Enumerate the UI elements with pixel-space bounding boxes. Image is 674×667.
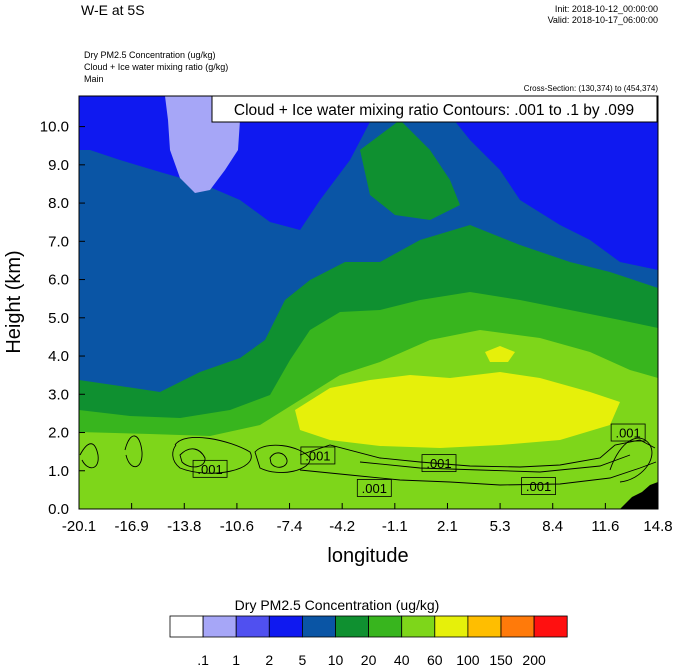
y-tick-label: 1.0 <box>48 463 69 480</box>
y-tick-label: 2.0 <box>48 425 69 442</box>
x-tick-label: -10.6 <box>220 518 254 535</box>
colorbar-swatch <box>301 615 336 638</box>
contour-label: .001 <box>426 456 451 471</box>
colorbar-level-label: .1 <box>197 652 209 667</box>
cross-section-label: Cross-Section: (130,374) to (454,374) <box>523 84 658 93</box>
colorbar-swatch <box>335 615 369 638</box>
fill-lowest-level <box>79 455 658 509</box>
valid-time: Valid: 2018-10-17_06:00:00 <box>547 15 658 25</box>
y-tick-label: 9.0 <box>48 157 69 174</box>
y-tick-label: 7.0 <box>48 233 69 250</box>
contour-label: .001 <box>362 481 387 496</box>
colorbar-swatch <box>202 615 237 638</box>
x-tick-label: 2.1 <box>437 518 458 535</box>
colorbar-level-label: 60 <box>427 652 443 667</box>
colorbar-labels: .1 1 2 5 10 20 40 60 100 150 200 <box>197 652 546 667</box>
contour-label-box <box>192 459 228 478</box>
colorbar-swatch <box>235 615 270 638</box>
contour-label: .001 <box>526 479 551 494</box>
x-tick-label: -4.2 <box>329 518 355 535</box>
chart-title: W-E at 5S <box>81 2 145 18</box>
contour-label-box <box>421 454 457 473</box>
contour-label: .001 <box>305 448 330 463</box>
colorbar-level-label: 20 <box>361 652 377 667</box>
colorbar-level-label: 2 <box>265 652 273 667</box>
y-tick-label: 10.0 <box>40 119 69 136</box>
x-tick-label: -20.1 <box>62 518 96 535</box>
contour-label: .001 <box>197 462 222 477</box>
colorbar-level-label: 200 <box>522 652 546 667</box>
colorbar-swatch <box>268 615 303 638</box>
y-tick-label: 5.0 <box>48 310 69 327</box>
x-tick-label: 8.4 <box>542 518 563 535</box>
contour-label-box <box>356 479 392 497</box>
y-tick-label: 8.0 <box>48 195 69 212</box>
contour-label-box <box>521 477 556 495</box>
field-label-main: Main <box>84 74 104 84</box>
colorbar-level-label: 150 <box>489 652 513 667</box>
fill-green-mid-upper <box>360 120 460 220</box>
field-label-pm25: Dry PM2.5 Concentration (ug/kg) <box>84 50 216 60</box>
contour-labels: .001 .001 .001 .001 .001 .001 <box>192 423 646 497</box>
x-tick-label: -7.4 <box>277 518 303 535</box>
fill-yellow-100-150 <box>295 372 620 448</box>
x-tick-label: 5.3 <box>490 518 511 535</box>
x-axis: -20.1 -16.9 -13.8 -10.6 -7.4 -4.2 -1.1 2.1 5.3 8.… <box>62 503 673 535</box>
y-axis-title: Height (km) <box>3 250 25 353</box>
colorbar-swatch <box>500 615 535 638</box>
x-tick-label: -1.1 <box>382 518 408 535</box>
x-tick-label: 14.8 <box>643 518 672 535</box>
x-tick-label: 11.6 <box>591 518 619 535</box>
colorbar-level-label: 1 <box>232 652 240 667</box>
contour-info-text: Cloud + Ice water mixing ratio Contours:… <box>234 102 634 119</box>
colorbar-swatch <box>169 615 204 638</box>
colorbar-swatch <box>467 615 502 638</box>
colorbar-swatch <box>401 615 436 638</box>
plot-area <box>79 96 658 509</box>
colorbar-level-label: 100 <box>456 652 480 667</box>
init-time: Init: 2018-10-12_00:00:00 <box>554 4 658 14</box>
colorbar-level-label: 40 <box>394 652 410 667</box>
colorbar-swatch <box>533 615 568 638</box>
fill-black-terrain <box>620 482 658 509</box>
y-tick-label: 3.0 <box>48 386 69 403</box>
y-tick-label: 6.0 <box>48 272 69 289</box>
contour-info-box: Cloud + Ice water mixing ratio Contours:… <box>211 95 658 123</box>
y-axis: 0.0 1.0 2.0 3.0 4.0 5.0 6.0 7.0 8.0 9.0 10.0 <box>40 119 85 518</box>
cloud-contours <box>79 435 657 486</box>
colorbar-level-label: 10 <box>328 652 344 667</box>
y-tick-label: 0.0 <box>48 501 69 518</box>
colorbar-title: Dry PM2.5 Concentration (ug/kg) <box>234 597 440 613</box>
colorbar <box>169 615 568 638</box>
contour-label-box <box>300 446 336 465</box>
y-tick-label: 4.0 <box>48 348 69 365</box>
field-label-cloud: Cloud + Ice water mixing ratio (g/kg) <box>84 62 229 72</box>
colorbar-swatch <box>368 615 403 638</box>
fill-blue-top-right <box>440 96 658 270</box>
colorbar-level-label: 5 <box>299 652 307 667</box>
x-tick-label: -16.9 <box>115 518 149 535</box>
contour-label-box <box>610 423 646 442</box>
x-axis-title: longitude <box>327 545 408 567</box>
contour-label: .001 <box>615 426 640 441</box>
fill-yellow-blob <box>485 346 515 362</box>
x-tick-label: -13.8 <box>167 518 201 535</box>
colorbar-swatch <box>434 615 469 638</box>
